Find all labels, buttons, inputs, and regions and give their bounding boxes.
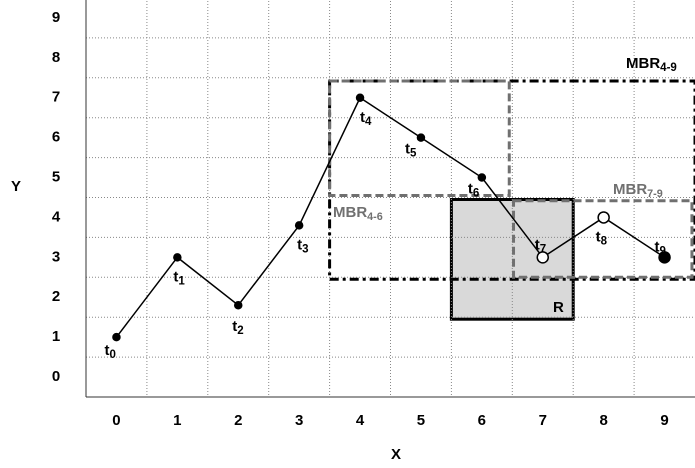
point-label-sub: 7 [540, 243, 546, 255]
mbr-label-text: MBR [626, 55, 660, 72]
point-label-sub: 9 [660, 245, 666, 257]
mbr-label-sub: 7-9 [647, 188, 663, 200]
mbr-label: R [553, 299, 564, 316]
point-label: t2 [232, 318, 243, 337]
point-label-text: t [596, 228, 601, 245]
point-label-text: t [173, 268, 178, 285]
point-label: t1 [173, 268, 185, 287]
point [294, 221, 304, 230]
y-tick-label: 6 [52, 129, 60, 146]
point [536, 251, 549, 264]
y-tick-label: 0 [52, 368, 60, 385]
y-tick-label: 1 [52, 328, 60, 345]
point-label-text: t [655, 238, 660, 255]
point-label-sub: 0 [109, 349, 115, 361]
x-tick-label: 4 [356, 412, 365, 429]
y-tick-label: 3 [52, 248, 60, 265]
mbr-label: MBR4-6 [333, 204, 383, 223]
point-label-sub: 1 [178, 275, 185, 287]
mbr-label-text: MBR [613, 181, 647, 198]
point-label: t6 [468, 181, 479, 200]
point-label-sub: 2 [237, 325, 243, 337]
point [658, 251, 671, 264]
y-tick-label: 4 [52, 208, 61, 225]
y-tick-label: 7 [52, 89, 60, 106]
point [112, 332, 121, 342]
mbr-label: MBR4-9 [626, 55, 677, 74]
x-tick-label: 6 [478, 412, 486, 429]
x-tick-label: 9 [660, 412, 668, 429]
point-label-text: t [360, 109, 365, 126]
y-tick-label: 5 [52, 169, 60, 186]
point-label-text: t [535, 236, 540, 253]
mbr-rect [512, 199, 694, 279]
mbr-label-sub: 4-6 [367, 211, 383, 223]
x-tick-label: 8 [599, 412, 607, 429]
y-tick-label: 2 [52, 288, 60, 305]
mbr-label: MBR7-9 [613, 181, 663, 200]
y-axis-label: Y [11, 178, 21, 195]
x-tick-label: 0 [112, 412, 120, 429]
point-label-sub: 4 [365, 116, 372, 128]
point-label-text: t [232, 318, 237, 335]
point-label-text: t [468, 181, 473, 198]
point [173, 253, 182, 262]
mbr-rect [328, 79, 511, 198]
x-axis-label: X [391, 446, 401, 463]
point-label: t0 [104, 342, 115, 361]
point-label-sub: 6 [473, 188, 479, 200]
mbr-label-sub: 4-9 [660, 62, 677, 74]
point [597, 211, 610, 224]
point-label: t4 [360, 109, 372, 128]
y-tick-label: 9 [52, 9, 60, 26]
point-label-text: t [297, 236, 302, 253]
point-label-text: t [104, 342, 109, 359]
point-label-sub: 5 [410, 148, 417, 160]
point-label: t9 [655, 238, 666, 257]
mbr-rect [328, 79, 695, 281]
point [234, 300, 243, 310]
point [355, 93, 365, 102]
point-label-sub: 3 [302, 243, 308, 255]
trajectory-line [115, 96, 665, 338]
point [416, 133, 426, 142]
point-label: t3 [297, 236, 308, 255]
point-label: t5 [405, 141, 417, 160]
point-label-sub: 8 [601, 235, 608, 247]
point-label: t7 [535, 236, 546, 255]
x-tick-label: 5 [417, 412, 425, 429]
mbr-label-text: MBR [333, 204, 367, 221]
x-tick-label: 3 [295, 412, 303, 429]
point [477, 173, 487, 182]
point-label-text: t [405, 141, 410, 158]
point-label: t8 [596, 228, 608, 247]
x-tick-label: 7 [539, 412, 547, 429]
x-tick-label: 2 [234, 412, 242, 429]
mbr-label-text: R [553, 299, 564, 316]
x-tick-label: 1 [173, 412, 181, 429]
y-tick-label: 8 [52, 49, 60, 66]
